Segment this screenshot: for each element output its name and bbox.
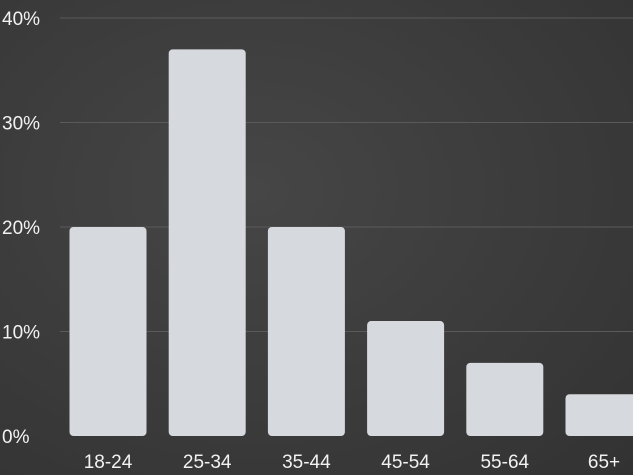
bar-25-34 (168, 49, 246, 436)
x-axis-ticks: 18-24 25-34 35-44 45-54 55-64 65+ (84, 452, 620, 473)
x-tick-label: 65+ (588, 452, 620, 473)
bars (69, 49, 633, 436)
bar-18-24 (69, 227, 147, 436)
bar-45-54 (367, 321, 445, 436)
x-tick-label: 18-24 (84, 452, 133, 473)
bar-55-64 (466, 362, 544, 436)
y-tick-label: 40% (2, 9, 40, 30)
y-tick-label: 10% (2, 323, 40, 344)
x-tick-label: 45-54 (381, 452, 430, 473)
bar-65+ (565, 394, 633, 436)
gridlines (60, 17, 633, 332)
y-tick-label: 20% (2, 218, 40, 239)
x-tick-label: 55-64 (480, 452, 529, 473)
y-tick-label: 30% (2, 114, 40, 135)
x-tick-label: 35-44 (282, 452, 331, 473)
y-axis-ticks: 0% 10% 20% 30% 40% (2, 9, 40, 448)
y-tick-label: 0% (2, 427, 30, 448)
bar-35-44 (267, 227, 345, 436)
x-tick-label: 25-34 (183, 452, 232, 473)
